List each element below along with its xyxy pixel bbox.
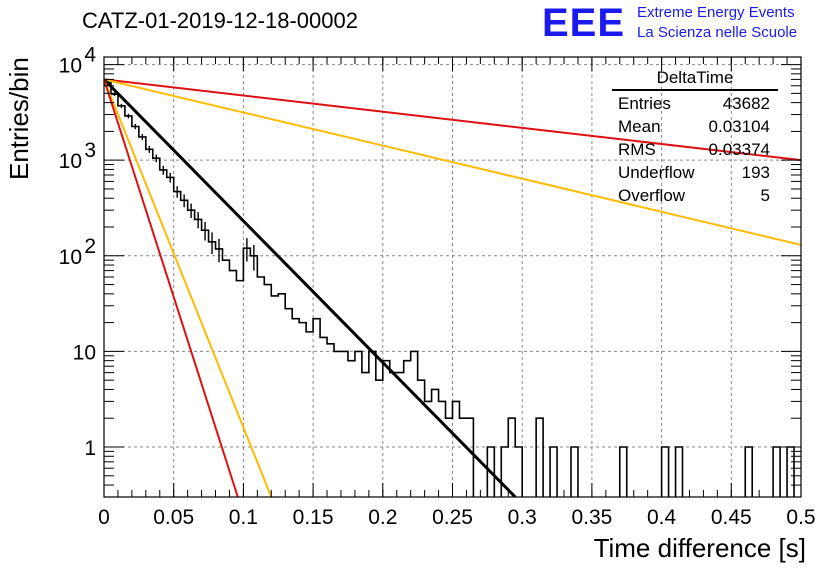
logo-line-2: La Scienza nelle Scuole bbox=[637, 24, 798, 41]
y-tick-label: 1 bbox=[84, 437, 96, 460]
fit-curve bbox=[104, 78, 517, 497]
stats-label: Underflow bbox=[618, 163, 695, 182]
stats-value: 5 bbox=[761, 186, 770, 205]
stats-label: RMS bbox=[618, 140, 656, 159]
y-tick-label: 10 bbox=[59, 150, 82, 173]
x-tick-label: 0.2 bbox=[368, 506, 397, 529]
stats-value: 0.03104 bbox=[709, 117, 770, 136]
orange-curve bbox=[104, 78, 801, 246]
red-curve bbox=[104, 78, 801, 162]
x-tick-label: 0.1 bbox=[229, 506, 258, 529]
red-curve bbox=[104, 79, 239, 497]
x-tick-label: 0.4 bbox=[647, 506, 677, 529]
y-tick-label: 10 bbox=[73, 341, 96, 364]
x-tick-label: 0.15 bbox=[293, 506, 334, 529]
logo-mark: EEE bbox=[542, 1, 626, 45]
stats-box: DeltaTime Entries 43682 Mean 0.03104 RMS 0.033… bbox=[612, 68, 778, 205]
x-tick-label: 0.45 bbox=[711, 506, 752, 529]
x-tick-label: 0.3 bbox=[508, 506, 537, 529]
stats-value: 43682 bbox=[723, 94, 770, 113]
x-tick-label: 0.35 bbox=[571, 506, 612, 529]
stats-value: 193 bbox=[742, 163, 770, 182]
x-axis-label: Time difference [s] bbox=[593, 533, 806, 563]
stats-label: Mean bbox=[618, 117, 661, 136]
y-tick-exponent: 4 bbox=[84, 44, 96, 67]
y-tick-exponent: 3 bbox=[84, 139, 96, 162]
x-tick-label: 0.05 bbox=[153, 506, 194, 529]
y-tick-label: 10 bbox=[59, 55, 82, 78]
x-tick-label: 0 bbox=[98, 506, 110, 529]
stats-label: Overflow bbox=[618, 186, 686, 205]
x-tick-label: 0.25 bbox=[432, 506, 473, 529]
histogram-steps bbox=[104, 81, 795, 497]
x-tick-label: 0.5 bbox=[786, 506, 815, 529]
logo-line-1: Extreme Energy Events bbox=[637, 4, 795, 21]
y-tick-exponent: 2 bbox=[84, 235, 96, 258]
chart-title: CATZ-01-2019-12-18-00002 bbox=[82, 8, 358, 33]
stats-title: DeltaTime bbox=[657, 68, 734, 87]
stats-value: 0.03374 bbox=[709, 140, 770, 159]
stats-label: Entries bbox=[618, 94, 671, 113]
orange-curve bbox=[104, 79, 273, 497]
y-tick-label: 10 bbox=[59, 246, 82, 269]
